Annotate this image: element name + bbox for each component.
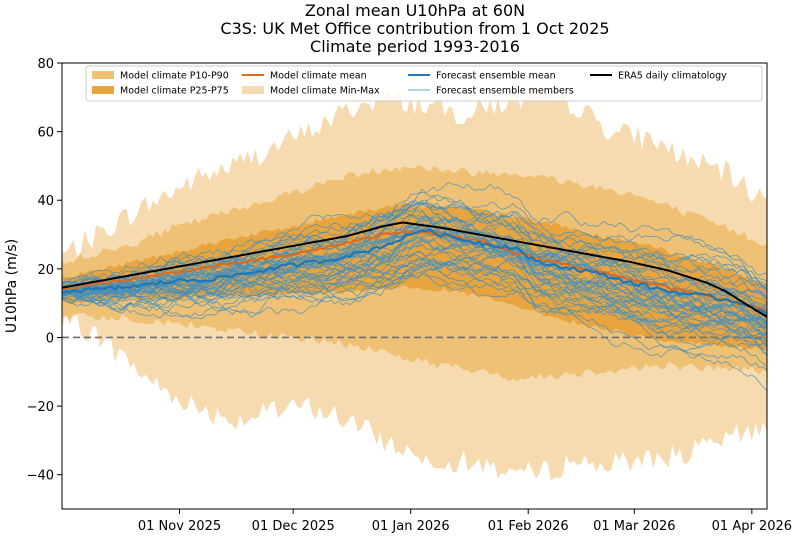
legend-label: Model climate mean xyxy=(270,71,367,82)
legend-swatch xyxy=(92,86,114,94)
ensemble-member-line xyxy=(62,258,767,307)
x-tick-label: 01 Apr 2026 xyxy=(712,519,792,534)
ensemble-member-line xyxy=(62,243,767,343)
chart-title-line-2: C3S: UK Met Office contribution from 1 O… xyxy=(220,19,609,38)
ensemble-member-line xyxy=(62,194,767,297)
legend-label: Model climate P25-P75 xyxy=(120,86,229,97)
y-tick-label: −20 xyxy=(27,400,54,415)
legend-label: ERA5 daily climatology xyxy=(618,71,727,82)
y-tick-label: 40 xyxy=(37,194,54,209)
ensemble-member-line xyxy=(62,257,767,367)
lines-layer xyxy=(62,221,767,318)
ensemble-member-line xyxy=(62,238,767,349)
y-axis-label: U10hPa (m/s) xyxy=(4,239,20,333)
y-tick-label: 0 xyxy=(46,331,54,346)
ensemble-member-line xyxy=(62,251,767,322)
ensemble-member-line xyxy=(62,237,767,321)
ensemble-member-line xyxy=(62,201,767,291)
axes: −40 −20 0 20 40 60 80 01 Nov 2025 01 Dec 2025 01 … xyxy=(27,57,792,534)
legend-swatch xyxy=(242,86,264,94)
forecast-ensemble-mean-line xyxy=(62,228,767,316)
x-tick-label: 01 Nov 2025 xyxy=(138,519,221,534)
x-tick-label: 01 Dec 2025 xyxy=(252,519,335,534)
ensemble-member-line xyxy=(62,227,767,354)
ensemble-member-line xyxy=(62,227,767,312)
era5-climatology-line xyxy=(62,221,767,318)
legend-swatch xyxy=(92,71,114,79)
ensemble-member-line xyxy=(62,209,767,325)
ensemble-member-line xyxy=(62,270,767,330)
x-tick-label: 01 Feb 2026 xyxy=(488,519,569,534)
legend: Model climate P10-P90 Model climate P25-P… xyxy=(85,65,763,102)
legend-label: Forecast ensemble members xyxy=(436,86,574,97)
x-tick-label: 01 Jan 2026 xyxy=(372,519,450,534)
ensemble-member-line xyxy=(62,202,767,296)
y-tick-label: 60 xyxy=(37,126,54,141)
y-tick-label: −40 xyxy=(27,469,54,484)
legend-label: Model climate Min-Max xyxy=(270,86,380,97)
chart-title: Zonal mean U10hPa at 60N C3S: UK Met Off… xyxy=(220,1,609,56)
ensemble-member-line xyxy=(62,238,767,347)
ensemble-member-line xyxy=(62,273,767,328)
chart-title-line-3: Climate period 1993-2016 xyxy=(310,37,520,56)
y-tick-label: 80 xyxy=(37,57,54,72)
y-tick-label: 20 xyxy=(37,263,54,278)
plot-frame xyxy=(61,62,768,510)
legend-label: Model climate P10-P90 xyxy=(120,71,229,82)
chart-title-line-1: Zonal mean U10hPa at 60N xyxy=(305,1,525,20)
legend-label: Forecast ensemble mean xyxy=(436,71,556,82)
x-tick-label: 01 Mar 2026 xyxy=(593,519,675,534)
